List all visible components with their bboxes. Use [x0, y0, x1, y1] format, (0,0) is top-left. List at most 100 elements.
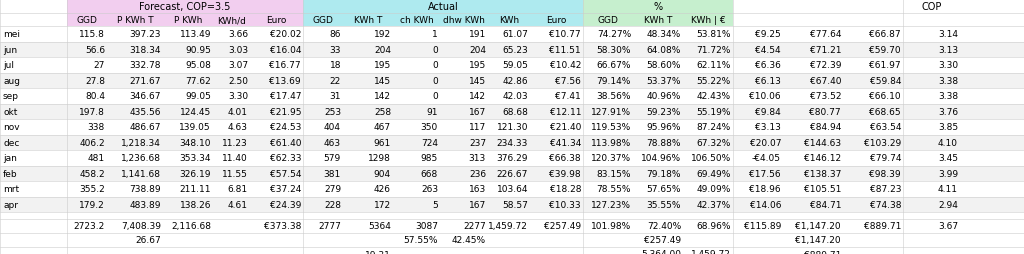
Text: 58.57: 58.57 [502, 200, 528, 209]
Text: €87.23: €87.23 [869, 184, 901, 194]
Text: 119.53%: 119.53% [591, 123, 631, 132]
Text: 0: 0 [432, 61, 438, 70]
Text: 1,459.72: 1,459.72 [691, 249, 731, 254]
Text: €59.70: €59.70 [869, 45, 901, 55]
Text: 42.03: 42.03 [503, 92, 528, 101]
Text: 350: 350 [421, 123, 438, 132]
Text: 258: 258 [374, 107, 391, 116]
Text: €9.25: €9.25 [756, 30, 781, 39]
Text: €37.24: €37.24 [269, 184, 301, 194]
Text: €21.95: €21.95 [269, 107, 301, 116]
Text: 332.78: 332.78 [129, 61, 161, 70]
Text: 355.2: 355.2 [79, 184, 105, 194]
Text: 0: 0 [432, 92, 438, 101]
Text: 3.67: 3.67 [938, 222, 958, 231]
Text: 404: 404 [324, 123, 341, 132]
Text: 4.61: 4.61 [228, 200, 248, 209]
Text: 38.56%: 38.56% [597, 92, 631, 101]
Text: 78.55%: 78.55% [597, 184, 631, 194]
Bar [0, 166, 1024, 181]
Text: €41.34: €41.34 [550, 138, 581, 147]
Text: €889.71: €889.71 [804, 249, 841, 254]
Text: 318.34: 318.34 [129, 45, 161, 55]
Text: 961: 961 [374, 138, 391, 147]
Text: 95.08: 95.08 [185, 61, 211, 70]
Text: 61.07: 61.07 [502, 30, 528, 39]
Text: €72.39: €72.39 [810, 61, 841, 70]
Text: 59.05: 59.05 [502, 61, 528, 70]
Text: 3.99: 3.99 [938, 169, 958, 178]
Bar [583, 14, 733, 27]
Text: 106.50%: 106.50% [691, 154, 731, 163]
Text: 204: 204 [469, 45, 486, 55]
Text: 1,236.68: 1,236.68 [121, 154, 161, 163]
Text: 435.56: 435.56 [129, 107, 161, 116]
Text: 117: 117 [469, 123, 486, 132]
Text: 1: 1 [432, 30, 438, 39]
Text: 3087: 3087 [415, 222, 438, 231]
Bar [303, 14, 583, 27]
Text: 348.10: 348.10 [179, 138, 211, 147]
Text: 3.30: 3.30 [938, 61, 958, 70]
Text: 2,116.68: 2,116.68 [171, 222, 211, 231]
Text: €14.06: €14.06 [750, 200, 781, 209]
Text: nov: nov [3, 123, 19, 132]
Bar [67, 0, 303, 14]
Text: €24.53: €24.53 [269, 123, 301, 132]
Text: 5,364.00: 5,364.00 [641, 249, 681, 254]
Bar [0, 181, 1024, 197]
Text: jun: jun [3, 45, 17, 55]
Text: 7,408.39: 7,408.39 [121, 222, 161, 231]
Text: 78.88%: 78.88% [646, 138, 681, 147]
Text: 11.23: 11.23 [222, 138, 248, 147]
Text: 56.6: 56.6 [85, 45, 105, 55]
Text: 381: 381 [324, 169, 341, 178]
Text: 71.72%: 71.72% [696, 45, 731, 55]
Text: 204: 204 [374, 45, 391, 55]
Text: KWh | €: KWh | € [690, 16, 725, 25]
Text: P KWh: P KWh [174, 16, 202, 25]
Text: feb: feb [3, 169, 17, 178]
Text: €3.13: €3.13 [755, 123, 781, 132]
Text: 346.67: 346.67 [129, 92, 161, 101]
Text: GGD: GGD [77, 16, 97, 25]
Text: 72.40%: 72.40% [647, 222, 681, 231]
Text: 35.55%: 35.55% [646, 200, 681, 209]
Text: €59.84: €59.84 [869, 76, 901, 85]
Text: €77.64: €77.64 [810, 30, 841, 39]
Text: KWh: KWh [499, 16, 519, 25]
Text: Forecast, COP=3.5: Forecast, COP=3.5 [139, 2, 230, 12]
Text: 3.66: 3.66 [228, 30, 248, 39]
Text: 0: 0 [432, 45, 438, 55]
Text: 19.31: 19.31 [366, 249, 391, 254]
Text: 95.96%: 95.96% [646, 123, 681, 132]
Text: €889.71: €889.71 [863, 222, 901, 231]
Text: 2723.2: 2723.2 [74, 222, 105, 231]
Text: €62.33: €62.33 [269, 154, 301, 163]
Text: P KWh T: P KWh T [117, 16, 154, 25]
Text: 26.67: 26.67 [135, 235, 161, 245]
Text: 91: 91 [427, 107, 438, 116]
Text: 58.60%: 58.60% [646, 61, 681, 70]
Text: 4.10: 4.10 [938, 138, 958, 147]
Text: €73.52: €73.52 [810, 92, 841, 101]
Text: 163: 163 [469, 184, 486, 194]
Text: KWh/d: KWh/d [217, 16, 246, 25]
Text: €16.04: €16.04 [269, 45, 301, 55]
Text: apr: apr [3, 200, 18, 209]
Text: €67.40: €67.40 [810, 76, 841, 85]
Text: 985: 985 [421, 154, 438, 163]
Text: 67.32%: 67.32% [696, 138, 731, 147]
Text: 228: 228 [324, 200, 341, 209]
Text: 104.96%: 104.96% [641, 154, 681, 163]
Text: Euro: Euro [266, 16, 287, 25]
Text: jul: jul [3, 61, 14, 70]
Text: 353.34: 353.34 [179, 154, 211, 163]
Text: 42.86: 42.86 [503, 76, 528, 85]
Text: 3.45: 3.45 [938, 154, 958, 163]
Bar [0, 58, 1024, 73]
Text: 179.2: 179.2 [79, 200, 105, 209]
Text: 68.96%: 68.96% [696, 222, 731, 231]
Text: €68.65: €68.65 [869, 107, 901, 116]
Text: 42.37%: 42.37% [696, 200, 731, 209]
